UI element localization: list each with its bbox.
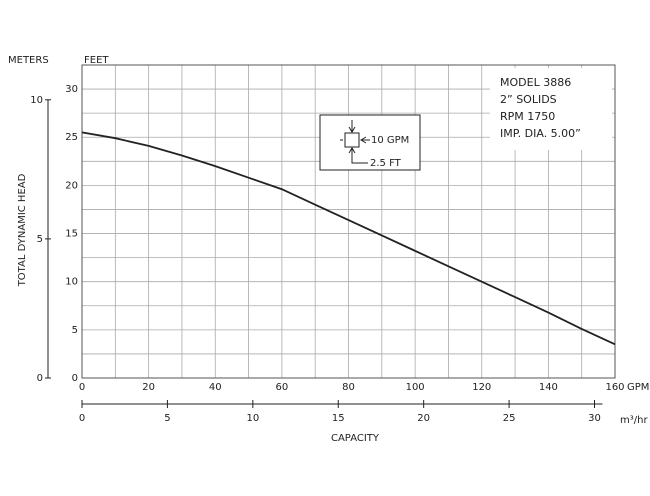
curve	[81, 131, 616, 346]
y-tick-label: 30	[65, 84, 78, 95]
model-line: IMP. DIA. 5.00”	[500, 127, 581, 140]
x-tick-label: 40	[209, 382, 222, 393]
x2-tick-label: 15	[332, 413, 345, 424]
key-square	[344, 132, 360, 148]
key-leader	[351, 160, 368, 164]
x2-tick-label: 5	[164, 413, 170, 424]
y2-tick-label: 5	[37, 234, 43, 245]
y-tick-label: 15	[65, 229, 78, 240]
y2-tick-label: 10	[30, 95, 43, 106]
model-line: 2” SOLIDS	[500, 93, 557, 106]
plot-frame	[81, 64, 616, 379]
y-tick-label: 5	[72, 325, 78, 336]
x-tick-label: 120	[472, 382, 491, 393]
feet-label: FEET	[84, 55, 109, 66]
key-x-label: 10 GPM	[371, 135, 409, 146]
x2-tick-label: 25	[503, 413, 516, 424]
x-tick-label: 80	[342, 382, 355, 393]
x-tick-label: 60	[276, 382, 289, 393]
y2-tick-label: 0	[37, 373, 43, 384]
x-tick-label: 100	[406, 382, 425, 393]
key-arrows	[340, 120, 370, 160]
y-tick-label: 25	[65, 132, 78, 143]
y-tick-label: 0	[72, 373, 78, 384]
y-tick-label: 10	[65, 277, 78, 288]
x-tick-label: 0	[79, 382, 85, 393]
x2-tick-label: 20	[417, 413, 430, 424]
meters-label: METERS	[8, 55, 49, 66]
key-y-label: 2.5 FT	[370, 158, 402, 169]
key-box	[319, 114, 421, 171]
model-line: RPM 1750	[500, 110, 555, 123]
x-tick-label: 20	[142, 382, 155, 393]
x-axis-title: CAPACITY	[331, 433, 380, 444]
model-box	[490, 68, 612, 150]
x-tick-label: 140	[539, 382, 558, 393]
scale-key: 10 GPM 2.5 FT	[319, 114, 421, 171]
model-line: MODEL 3886	[500, 76, 571, 89]
x2-tick-label: 10	[246, 413, 259, 424]
x2-unit: m³/hr	[620, 415, 648, 426]
y-axis-title: TOTAL DYNAMIC HEAD	[17, 173, 28, 287]
x2-tick-label: 30	[588, 413, 601, 424]
y-tick-label: 20	[65, 180, 78, 191]
x-tick-label: 160	[605, 382, 624, 393]
x-unit: GPM	[627, 382, 649, 393]
x2-tick-label: 0	[79, 413, 85, 424]
